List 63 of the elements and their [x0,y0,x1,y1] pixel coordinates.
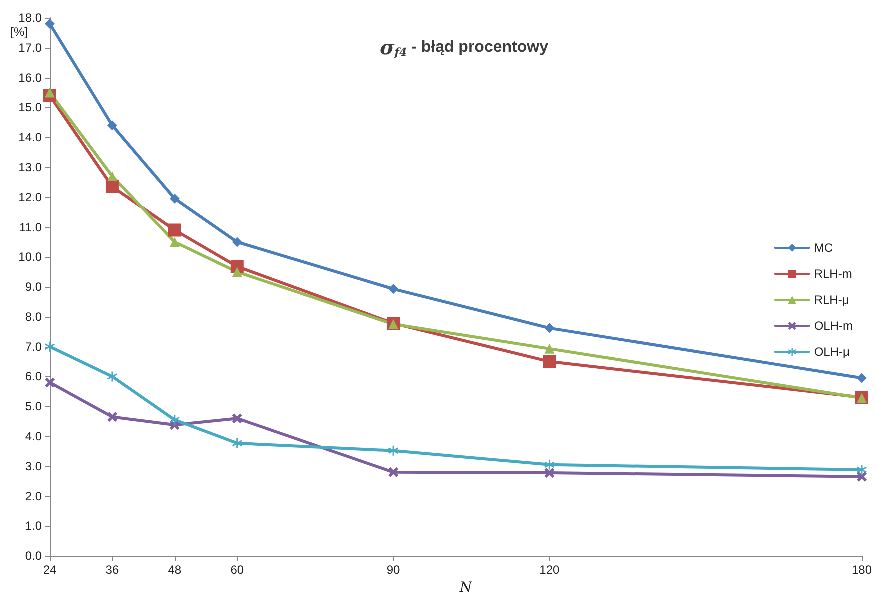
point [543,355,556,368]
point [107,412,118,422]
point [544,468,555,478]
y-axis-title: [%] [10,25,28,39]
y-tick-label: 9.0 [25,280,42,294]
point [232,438,242,448]
x-tick-label: 36 [106,563,120,578]
point [107,171,118,182]
y-tick-label: 13.0 [18,160,42,174]
point [168,224,182,237]
x-axis-title: N [458,580,473,596]
point [45,378,55,388]
point [544,323,555,334]
x-tick-label: 90 [386,563,401,578]
legend-label: RLH-m [814,267,852,281]
point [232,414,242,424]
point [107,120,118,131]
point [232,237,242,248]
y-tick-label: 12.0 [18,190,42,204]
y-tick-label: 6.0 [25,370,42,384]
point [232,267,242,278]
x-tick-label: 24 [43,563,57,578]
y-tick-label: 16.0 [18,70,42,85]
y-tick-label: 17.0 [18,40,42,55]
point [388,284,399,294]
legend-label: MC [814,241,834,255]
point [107,372,118,382]
y-tick-label: 0.0 [25,549,42,564]
point [857,465,867,476]
point [45,88,55,98]
point [170,415,180,426]
x-tick-label: 120 [540,563,560,578]
legend-label: RLH-μ [814,293,850,307]
legend-label: OLH-μ [814,345,850,359]
y-tick-label: 15.0 [18,100,42,115]
point [544,344,555,354]
y-tick-label: 2.0 [25,489,42,504]
legend-label: OLH-m [814,319,854,333]
y-tick-label: 10.0 [18,250,42,264]
point [106,180,119,194]
y-tick-label: 8.0 [25,310,42,324]
point [45,18,55,29]
point [388,467,399,478]
y-tick-label: 5.0 [25,400,42,414]
x-tick-label: 180 [852,563,872,578]
point [230,260,244,274]
y-tick-label: 14.0 [18,130,42,145]
point [544,460,555,470]
y-tick-label: 3.0 [25,459,42,474]
x-tick-label: 48 [168,563,182,578]
y-tick-label: 18.0 [18,11,42,25]
point [170,237,180,248]
point [857,472,867,482]
y-tick-label: 7.0 [25,340,42,354]
point [388,446,399,456]
text: σf4 - błąd procentowy [380,36,549,60]
point [857,373,867,384]
x-tick-label: 60 [230,563,244,578]
y-tick-label: 1.0 [25,519,42,534]
point [45,342,55,352]
y-tick-label: 4.0 [25,430,42,444]
point [170,194,180,204]
y-tick-label: 11.0 [20,220,42,234]
